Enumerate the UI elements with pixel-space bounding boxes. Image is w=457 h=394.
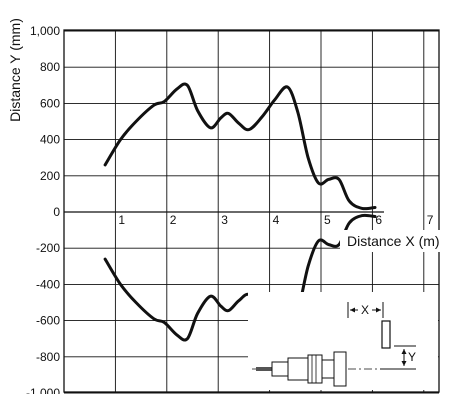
y-dim-top-arrow [401, 349, 407, 354]
sensor-rear [271, 361, 289, 377]
x-axis-title-backdrop [340, 230, 457, 252]
target-block [381, 320, 391, 349]
y-tick-label: -800 [36, 350, 60, 364]
sensor-head [333, 351, 347, 387]
y-tick-label: 400 [40, 133, 60, 147]
y-tick-label: 800 [40, 60, 60, 74]
x-tick-labels: 1 2 3 4 5 6 7 [118, 213, 433, 227]
sensor-cable [256, 367, 272, 371]
x-tick-label: 6 [375, 213, 382, 227]
y-tick-label: 200 [40, 169, 60, 183]
y-tick-label: -600 [36, 314, 60, 328]
x-tick-label: 1 [118, 213, 125, 227]
plot-frame [63, 29, 440, 393]
x-axis-title: Distance X (m) [347, 233, 440, 249]
sensor-nut [307, 354, 323, 384]
x-dim-right-arrow [376, 307, 381, 313]
series-line-2 [103, 213, 377, 342]
y-dim-label: Y [408, 350, 416, 364]
y-dim-bottom-arrow [401, 361, 407, 366]
y-axis-title: Distance Y (mm) [7, 18, 23, 122]
y-tick-label: 1,000 [30, 24, 60, 38]
series-line-1 [103, 82, 377, 211]
sensor-mid [287, 357, 311, 381]
sensor-neck [321, 359, 335, 379]
y-tick-label: 600 [40, 96, 60, 110]
sensor-diagram: X Y [248, 292, 438, 390]
x-dim-left-arrow [350, 307, 355, 313]
x-dim-label: X [361, 303, 369, 317]
y-tick-label: 0 [53, 205, 60, 219]
y-tick-label: -200 [36, 241, 60, 255]
series-group [103, 82, 377, 342]
x-tick-label: 7 [427, 213, 434, 227]
x-tick-label: 2 [170, 213, 177, 227]
plot-border [63, 29, 440, 393]
y-tick-label: -400 [36, 277, 60, 291]
x-tick-label: 4 [273, 213, 280, 227]
y-tick-labels: 1,000 800 600 400 200 0 -200 -400 -600 -800 -1,000 [26, 24, 60, 394]
x-tick-label: 3 [221, 213, 228, 227]
y-tick-label: -1,000 [26, 386, 60, 394]
x-tick-label: 5 [324, 213, 331, 227]
